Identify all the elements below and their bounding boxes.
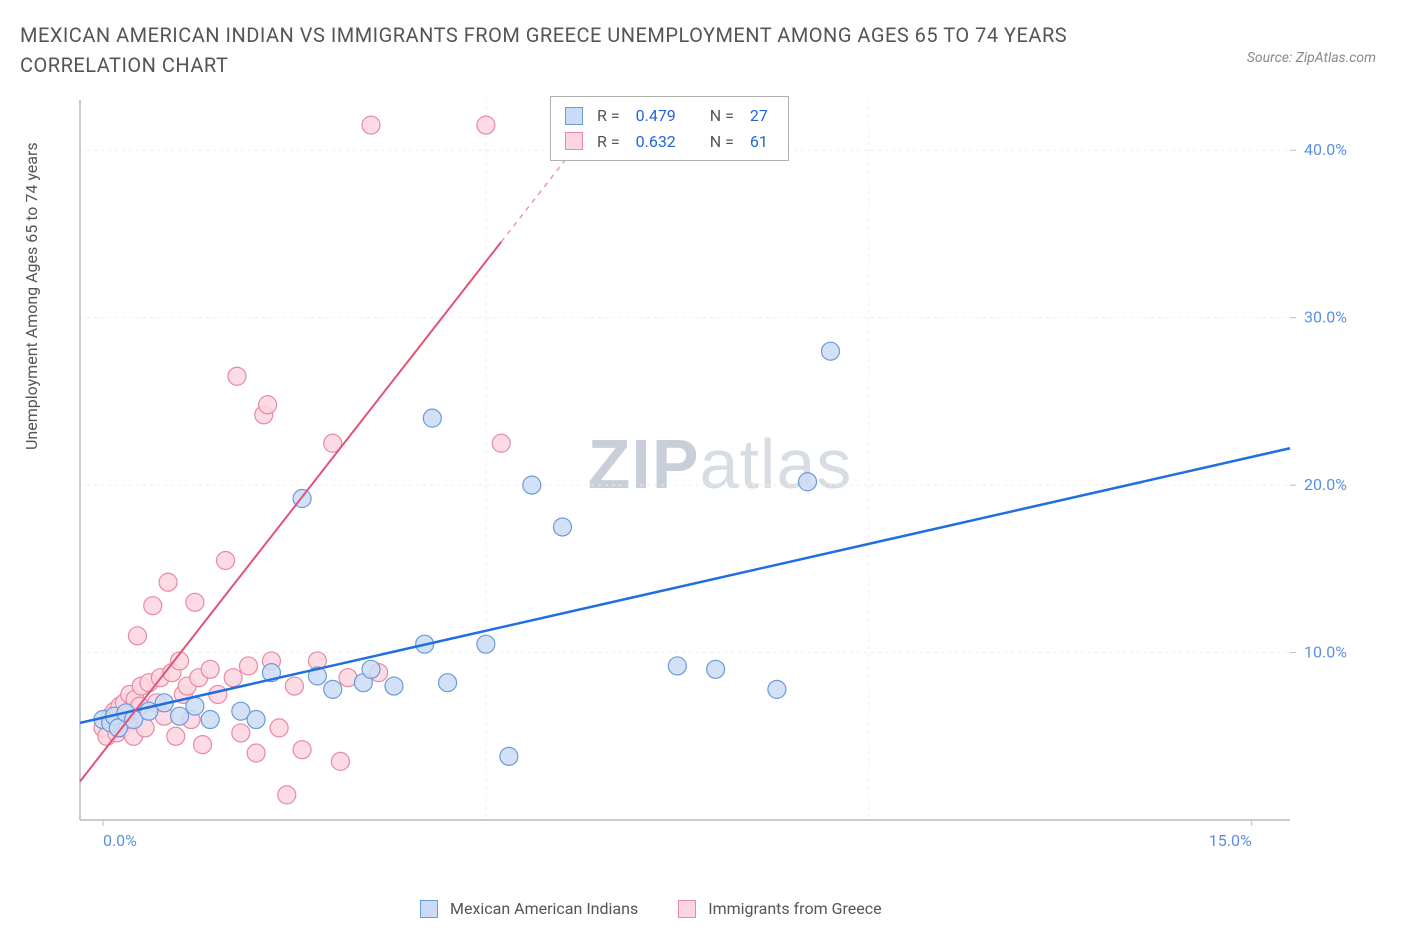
stat-r-label: R = [597, 103, 620, 129]
chart-title: MEXICAN AMERICAN INDIAN VS IMMIGRANTS FR… [20, 20, 1120, 80]
legend-item: Mexican American Indians [420, 899, 638, 918]
legend-label: Mexican American Indians [450, 899, 638, 918]
legend-item: Immigrants from Greece [678, 899, 881, 918]
series-legend: Mexican American Indians Immigrants from … [420, 899, 882, 918]
stat-r-value: 0.632 [636, 129, 676, 155]
stat-n-value: 27 [750, 103, 768, 129]
svg-text:40.0%: 40.0% [1304, 140, 1347, 159]
stats-legend: R = 0.479 N = 27 R = 0.632 N = 61 [550, 96, 789, 161]
y-axis-label: Unemployment Among Ages 65 to 74 years [22, 142, 41, 450]
stat-n-label: N = [710, 129, 734, 155]
source-attribution: Source: ZipAtlas.com [1247, 50, 1376, 66]
stat-r-value: 0.479 [636, 103, 676, 129]
svg-text:20.0%: 20.0% [1304, 475, 1347, 494]
chart-area: ZIPatlas 10.0%20.0%30.0%40.0%0.0%15.0% R… [70, 90, 1370, 870]
svg-text:0.0%: 0.0% [103, 831, 137, 850]
svg-text:10.0%: 10.0% [1304, 643, 1347, 662]
stat-n-label: N = [710, 103, 734, 129]
scatter-plot: 10.0% 20.0% 30.0% 40.0% 0.0% 15.0% [70, 90, 1370, 870]
stat-n-value: 61 [750, 129, 768, 155]
legend-swatch [678, 900, 696, 918]
legend-swatch [565, 132, 583, 150]
stats-row: R = 0.632 N = 61 [565, 129, 774, 155]
legend-label: Immigrants from Greece [708, 899, 881, 918]
stats-row: R = 0.479 N = 27 [565, 103, 774, 129]
svg-text:15.0%: 15.0% [1209, 831, 1252, 850]
legend-swatch [565, 107, 583, 125]
stat-r-label: R = [597, 129, 620, 155]
svg-text:30.0%: 30.0% [1304, 308, 1347, 327]
legend-swatch [420, 900, 438, 918]
